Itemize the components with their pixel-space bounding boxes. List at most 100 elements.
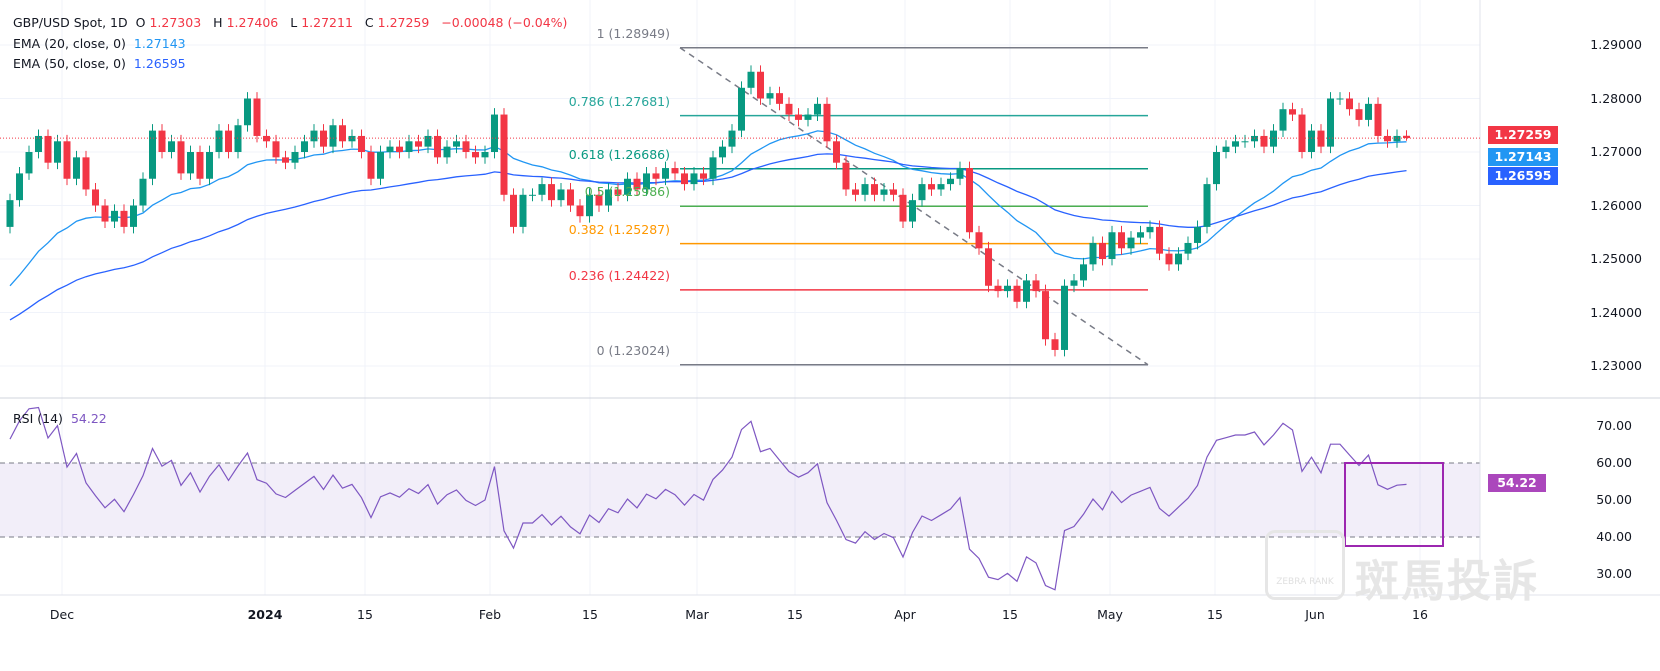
candle-up — [643, 173, 650, 190]
candle-down — [1156, 226, 1163, 254]
candle-up — [234, 125, 242, 152]
candle-up — [1023, 280, 1030, 302]
rsi-tick-label: 40.00 — [1596, 529, 1632, 544]
candle-up — [54, 141, 61, 163]
candle-down — [681, 173, 688, 185]
candle-up — [377, 152, 384, 179]
candle-up — [1137, 232, 1144, 238]
candle-up — [1279, 109, 1287, 131]
candle-up — [519, 194, 527, 227]
candle-up — [586, 194, 593, 217]
candle-up — [1222, 146, 1230, 152]
time-axis-label: Dec — [49, 607, 75, 622]
candle-up — [386, 146, 394, 152]
candle-down — [1013, 285, 1021, 302]
candle-up — [310, 130, 318, 142]
candle-up — [215, 130, 223, 152]
fibonacci-retracement[interactable] — [679, 46, 1149, 366]
candle-down — [177, 141, 185, 174]
candle-down — [1346, 98, 1353, 110]
time-axis-label: 15 — [1207, 607, 1223, 622]
candle-down — [671, 168, 679, 174]
rsi-legend[interactable]: RSI (14) 54.22 — [13, 411, 111, 426]
candle-down — [614, 189, 622, 195]
candle-up — [1241, 141, 1249, 143]
time-axis-label: May — [1097, 607, 1123, 622]
candle-down — [158, 130, 166, 152]
candle-up — [1327, 98, 1334, 147]
candle-up — [557, 189, 565, 201]
candle-down — [833, 141, 840, 163]
fib-level-label: 0.786 (1.27681) — [568, 93, 670, 109]
candle-up — [187, 152, 194, 174]
candle-down — [282, 157, 289, 163]
price-tick-label: 1.28000 — [1590, 90, 1642, 106]
ema50-legend[interactable]: EMA (50, close, 0) 1.26595 — [13, 56, 190, 71]
symbol-legend[interactable]: GBP/USD Spot, 1D O 1.27303 H 1.27406 L 1.27… — [13, 15, 571, 30]
ema20-value: 1.27143 — [133, 36, 186, 51]
price-tick-label: 1.24000 — [1590, 304, 1642, 320]
candle-up — [139, 178, 147, 206]
symbol-title: GBP/USD Spot, 1D — [13, 15, 128, 30]
price-tick-label: 1.26000 — [1590, 197, 1642, 213]
open-value: 1.27303 — [149, 15, 202, 30]
candle-up — [1336, 98, 1344, 100]
candle-down — [320, 130, 327, 147]
candle-down — [1032, 280, 1040, 292]
candle-up — [491, 114, 498, 152]
change-value: −0.00048 (−0.04%) — [441, 15, 568, 30]
rsi-value-tag: 54.22 — [1488, 474, 1546, 492]
candle-down — [785, 103, 793, 115]
candle-down — [44, 135, 52, 163]
candle-up — [111, 210, 118, 222]
last-price-tag: 1.27259 — [1488, 126, 1558, 144]
candle-down — [966, 168, 973, 233]
candle-down — [1099, 242, 1106, 259]
candle-down — [776, 93, 783, 104]
candle-up — [766, 93, 774, 99]
ema20-legend[interactable]: EMA (20, close, 0) 1.27143 — [13, 36, 190, 51]
candle-up — [1203, 184, 1211, 227]
candle-down — [1051, 339, 1059, 350]
candle-up — [1108, 232, 1116, 259]
candle-up — [1061, 285, 1068, 350]
time-axis-label: 15 — [357, 607, 373, 622]
price-tick-label: 1.29000 — [1590, 37, 1642, 52]
rsi-tick-label: 30.00 — [1596, 566, 1632, 581]
rsi-polyline — [9, 406, 1407, 591]
candle-down — [263, 135, 270, 142]
candle-down — [1355, 109, 1363, 120]
time-axis-label: Mar — [685, 607, 709, 622]
candle-down — [985, 248, 992, 286]
candle-down — [795, 114, 802, 120]
candle-up — [443, 146, 451, 158]
candle-down — [272, 141, 280, 158]
candle-down — [396, 146, 403, 152]
candle-up — [16, 173, 23, 201]
watermark-logo: ZEBRA RANK — [1265, 530, 1345, 600]
highlight-box[interactable] — [1344, 462, 1444, 547]
time-axis-label: Feb — [478, 607, 502, 622]
candle-down — [871, 184, 878, 195]
time-axis-label: 15 — [582, 607, 598, 622]
candle-down — [120, 210, 128, 227]
candle-up — [481, 152, 489, 158]
candle-down — [472, 152, 479, 158]
candle-down — [928, 184, 935, 190]
candle-up — [1070, 280, 1078, 286]
candle-up — [329, 125, 337, 147]
ema20-label: EMA (20, close, 0) — [13, 36, 126, 51]
candle-down — [196, 152, 204, 179]
ema50-tag: 1.26595 — [1488, 167, 1558, 185]
candle-down — [842, 162, 850, 190]
candle-up — [6, 200, 14, 227]
candle-up — [918, 184, 926, 201]
ema20-line — [9, 130, 1407, 287]
candle-down — [576, 205, 584, 217]
candle-up — [861, 184, 869, 195]
fib-level-label: 0 (1.23024) — [596, 342, 670, 358]
candle-down — [890, 189, 897, 195]
candle-down — [367, 152, 375, 179]
candle-up — [624, 178, 631, 195]
